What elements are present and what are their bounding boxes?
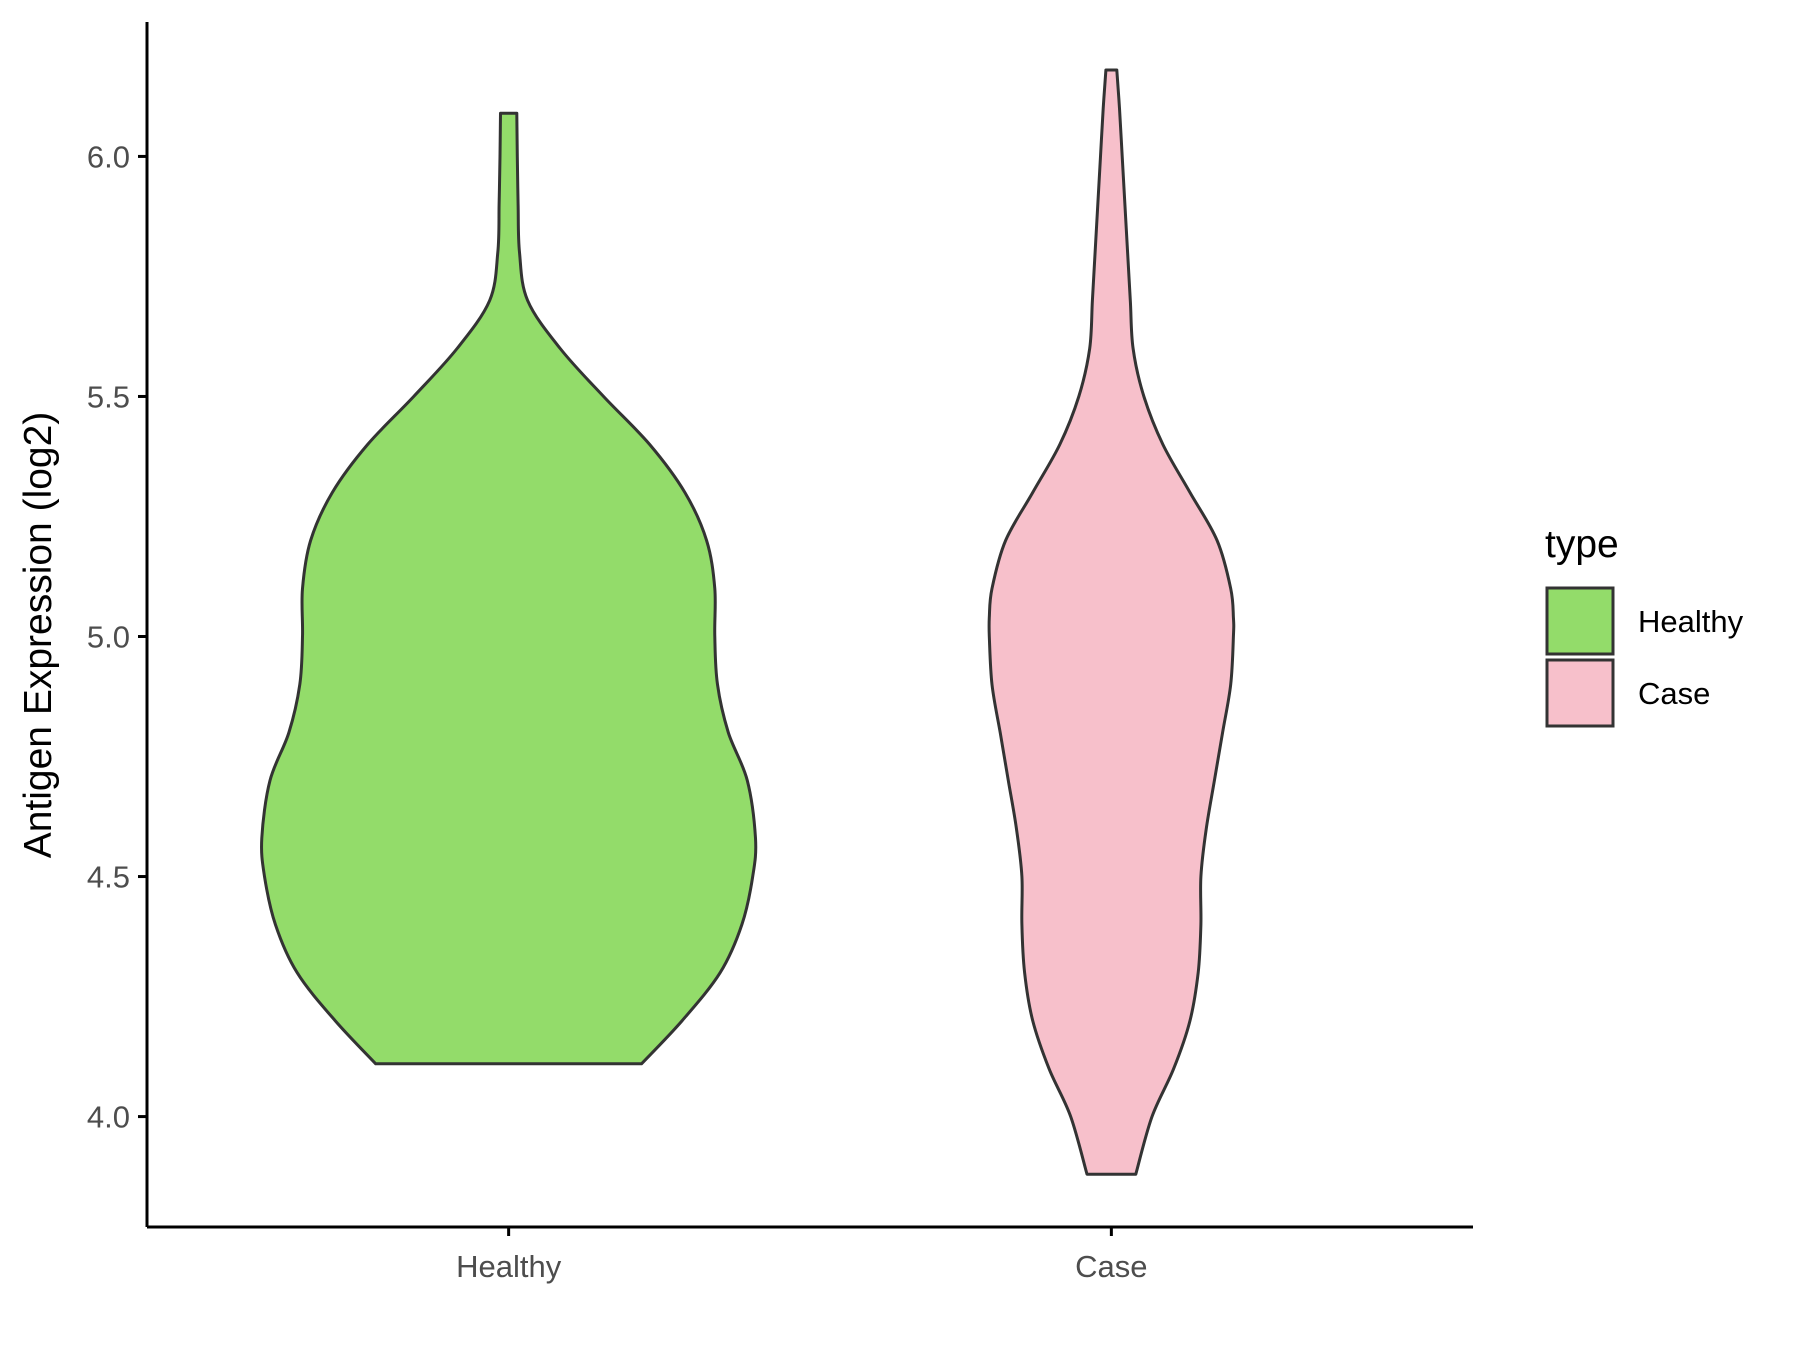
y-tick-label: 4.5 (87, 860, 130, 895)
x-tick-label: Healthy (456, 1249, 562, 1284)
legend-key-healthy (1545, 586, 1615, 656)
x-tick-label: Case (1075, 1249, 1147, 1284)
y-axis-ticks: 4.0 4.5 5.0 5.5 6.0 (87, 139, 147, 1135)
legend-title: type (1545, 523, 1619, 566)
legend-key-case (1545, 658, 1615, 728)
y-tick-label: 5.0 (87, 620, 130, 655)
y-axis-title: Antigen Expression (log2) (17, 412, 60, 859)
y-tick-label: 6.0 (87, 139, 130, 174)
legend-label-case: Case (1638, 676, 1710, 711)
violin-case (987, 68, 1236, 1176)
y-tick-label: 5.5 (87, 379, 130, 414)
violin-healthy (260, 111, 758, 1066)
violin-layer (260, 68, 1236, 1176)
legend-label-healthy: Healthy (1638, 604, 1744, 639)
legend: type Healthy Case (1545, 523, 1744, 728)
y-tick-label: 4.0 (87, 1100, 130, 1135)
x-axis-ticks: Healthy Case (456, 1227, 1148, 1284)
legend-entries: Healthy Case (1545, 586, 1744, 728)
